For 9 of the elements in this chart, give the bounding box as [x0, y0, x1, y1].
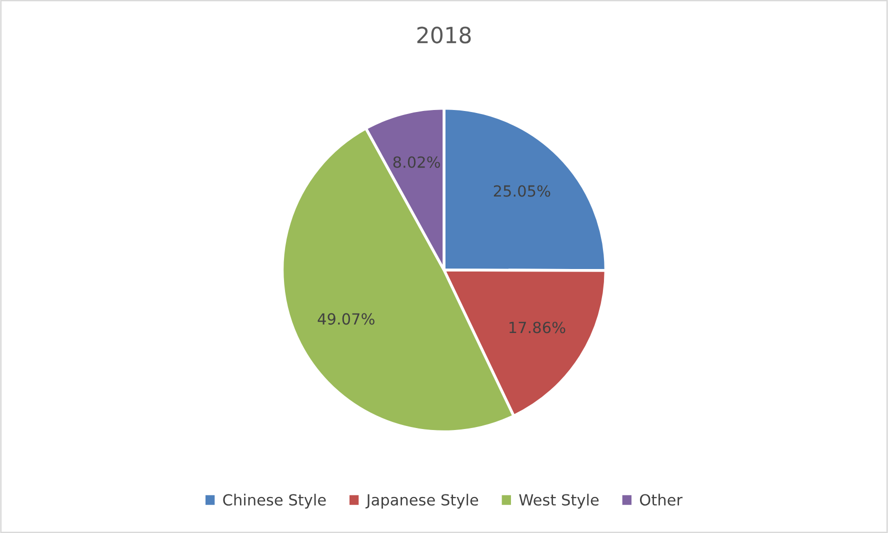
legend-label: West Style [519, 494, 599, 509]
legend-label: Other [640, 494, 683, 506]
data-label: 25.05% [494, 185, 550, 197]
legend-label: Japanese Style [366, 494, 478, 509]
data-label: 17.86% [510, 322, 566, 334]
data-label: 8.02% [393, 156, 440, 168]
data-label: 49.07% [318, 313, 374, 325]
chart-title: 2018 [417, 26, 471, 44]
legend-label: Chinese Style [223, 494, 326, 509]
